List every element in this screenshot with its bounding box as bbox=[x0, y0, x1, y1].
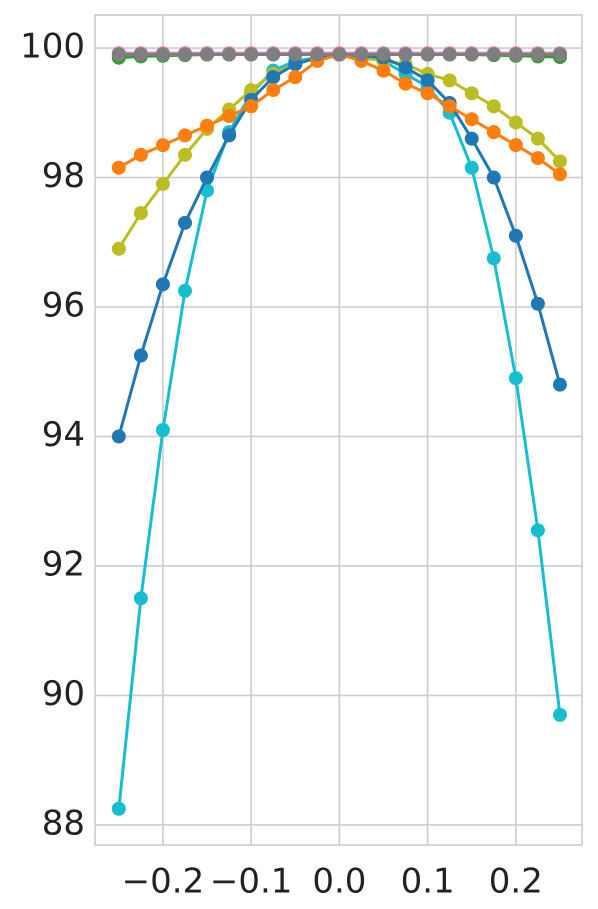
data-point bbox=[111, 47, 126, 62]
data-point bbox=[133, 348, 148, 363]
data-point bbox=[200, 170, 215, 185]
data-point bbox=[398, 47, 413, 62]
data-point bbox=[310, 47, 325, 62]
data-point bbox=[464, 131, 479, 146]
data-point bbox=[552, 154, 567, 169]
data-point bbox=[222, 47, 237, 62]
data-point bbox=[486, 125, 501, 140]
data-point bbox=[111, 801, 126, 816]
data-point bbox=[508, 228, 523, 243]
data-point bbox=[244, 83, 259, 98]
data-point bbox=[420, 73, 435, 88]
plot-frame bbox=[94, 14, 583, 846]
data-point bbox=[530, 151, 545, 166]
data-point bbox=[266, 83, 281, 98]
data-point bbox=[486, 170, 501, 185]
data-point bbox=[398, 76, 413, 91]
data-point bbox=[155, 423, 170, 437]
data-point bbox=[552, 167, 567, 182]
data-point bbox=[200, 47, 215, 62]
data-point bbox=[354, 47, 369, 62]
data-point bbox=[288, 70, 303, 85]
data-point bbox=[442, 47, 457, 62]
data-point bbox=[530, 296, 545, 311]
y-tick-label: 92 bbox=[42, 544, 85, 584]
data-point bbox=[133, 47, 148, 62]
data-point bbox=[288, 57, 303, 72]
data-point bbox=[486, 99, 501, 114]
data-point bbox=[266, 70, 281, 85]
data-point bbox=[133, 206, 148, 221]
data-point bbox=[530, 131, 545, 146]
y-tick-label: 96 bbox=[42, 285, 85, 325]
data-point bbox=[464, 86, 479, 101]
data-point bbox=[508, 138, 523, 153]
x-tick-label: 0.0 bbox=[312, 862, 366, 902]
data-point bbox=[111, 160, 126, 175]
data-point bbox=[155, 47, 170, 62]
x-tick-label: −0.1 bbox=[210, 862, 293, 902]
data-point bbox=[442, 73, 457, 88]
data-point bbox=[244, 99, 259, 114]
y-tick-label: 88 bbox=[42, 803, 85, 843]
data-point bbox=[530, 523, 545, 538]
data-point bbox=[155, 277, 170, 292]
data-point bbox=[133, 147, 148, 162]
data-point bbox=[222, 128, 237, 143]
data-point bbox=[464, 47, 479, 62]
x-tick-label: −0.2 bbox=[122, 862, 205, 902]
data-point bbox=[376, 63, 391, 78]
data-point bbox=[244, 47, 259, 62]
data-point bbox=[332, 47, 347, 62]
y-tick-label: 94 bbox=[42, 415, 85, 455]
data-point bbox=[111, 241, 126, 256]
data-point bbox=[266, 47, 281, 62]
data-point bbox=[464, 112, 479, 127]
data-point bbox=[552, 47, 567, 62]
data-point bbox=[177, 147, 192, 162]
data-point bbox=[200, 118, 215, 133]
y-tick-label: 90 bbox=[42, 674, 85, 714]
data-point bbox=[530, 47, 545, 62]
data-point bbox=[486, 47, 501, 62]
data-point bbox=[552, 707, 567, 722]
data-point bbox=[442, 99, 457, 114]
data-point bbox=[508, 47, 523, 62]
y-tick-label: 98 bbox=[42, 156, 85, 196]
data-point bbox=[376, 47, 391, 62]
data-point bbox=[222, 108, 237, 123]
data-point bbox=[177, 47, 192, 62]
data-point bbox=[177, 283, 192, 298]
data-point bbox=[288, 47, 303, 62]
data-point bbox=[508, 371, 523, 386]
data-point bbox=[420, 86, 435, 101]
data-point bbox=[464, 160, 479, 175]
x-tick-label: 0.1 bbox=[401, 862, 455, 902]
data-point bbox=[155, 138, 170, 153]
data-point bbox=[155, 176, 170, 191]
data-point bbox=[552, 377, 567, 392]
data-point bbox=[177, 128, 192, 143]
data-point bbox=[398, 60, 413, 75]
data-point bbox=[486, 251, 501, 266]
x-tick-label: 0.2 bbox=[489, 862, 543, 902]
data-point bbox=[420, 47, 435, 62]
data-point bbox=[177, 215, 192, 230]
data-point bbox=[508, 115, 523, 130]
data-point bbox=[133, 591, 148, 606]
data-point bbox=[111, 429, 126, 444]
y-tick-label: 100 bbox=[20, 27, 85, 67]
